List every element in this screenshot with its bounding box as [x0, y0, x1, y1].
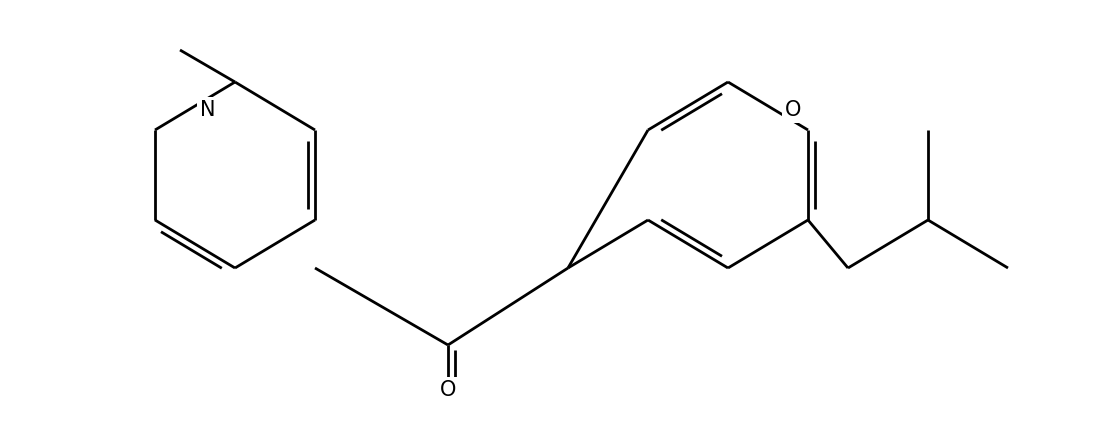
Text: N: N: [201, 100, 216, 120]
Text: O: O: [785, 100, 801, 120]
Text: O: O: [440, 380, 456, 400]
